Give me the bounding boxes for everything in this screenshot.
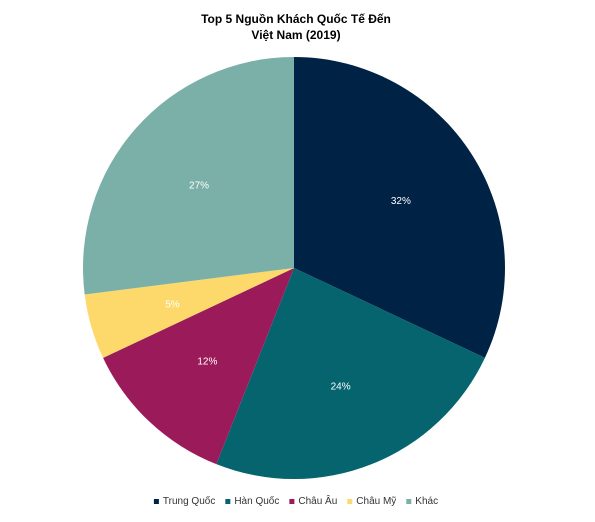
legend-label: Châu Âu <box>298 494 337 507</box>
pie-slice-chau-au <box>103 268 295 465</box>
legend-label: Khác <box>415 496 438 507</box>
data-label-han-quoc: 24% <box>331 382 351 393</box>
legend-swatch <box>289 499 295 504</box>
data-label-chau-au: 12% <box>197 356 217 367</box>
legend-swatch <box>406 499 412 504</box>
data-label-chau-my: 5% <box>165 299 180 310</box>
legend-swatch <box>347 499 353 504</box>
legend-label: Trung Quốc <box>163 495 215 507</box>
legend-swatch <box>153 499 159 504</box>
pie-slices <box>82 57 505 479</box>
legend-item-khac: Khác <box>406 496 438 507</box>
pie-slice-trung-quoc <box>294 57 505 358</box>
pie-slice-khac <box>82 57 294 295</box>
legend-item-han-quoc: Hàn Quốc <box>225 495 279 507</box>
legend: Trung Quốc Hàn Quốc Châu Âu Châu Mỹ Khác <box>153 494 438 507</box>
legend-label: Hàn Quốc <box>234 495 279 507</box>
legend-item-chau-my: Châu Mỹ <box>347 496 396 507</box>
pie-slice-han-quoc <box>216 268 485 479</box>
legend-label: Châu Mỹ <box>356 496 396 507</box>
legend-swatch <box>225 499 231 504</box>
legend-item-trung-quoc: Trung Quốc <box>153 495 215 507</box>
data-label-trung-quoc: 32% <box>391 196 411 207</box>
legend-item-chau-au: Châu Âu <box>289 494 337 507</box>
chart-title-line-2: Việt Nam (2019) <box>251 28 340 42</box>
chart-title-line-1: Top 5 Nguồn Khách Quốc Tế Đến <box>201 12 391 26</box>
pie-data-labels: 32% 24% 12% 5% 27% <box>165 180 411 392</box>
data-label-khac: 27% <box>189 180 209 191</box>
pie-slice-chau-my <box>84 268 295 358</box>
